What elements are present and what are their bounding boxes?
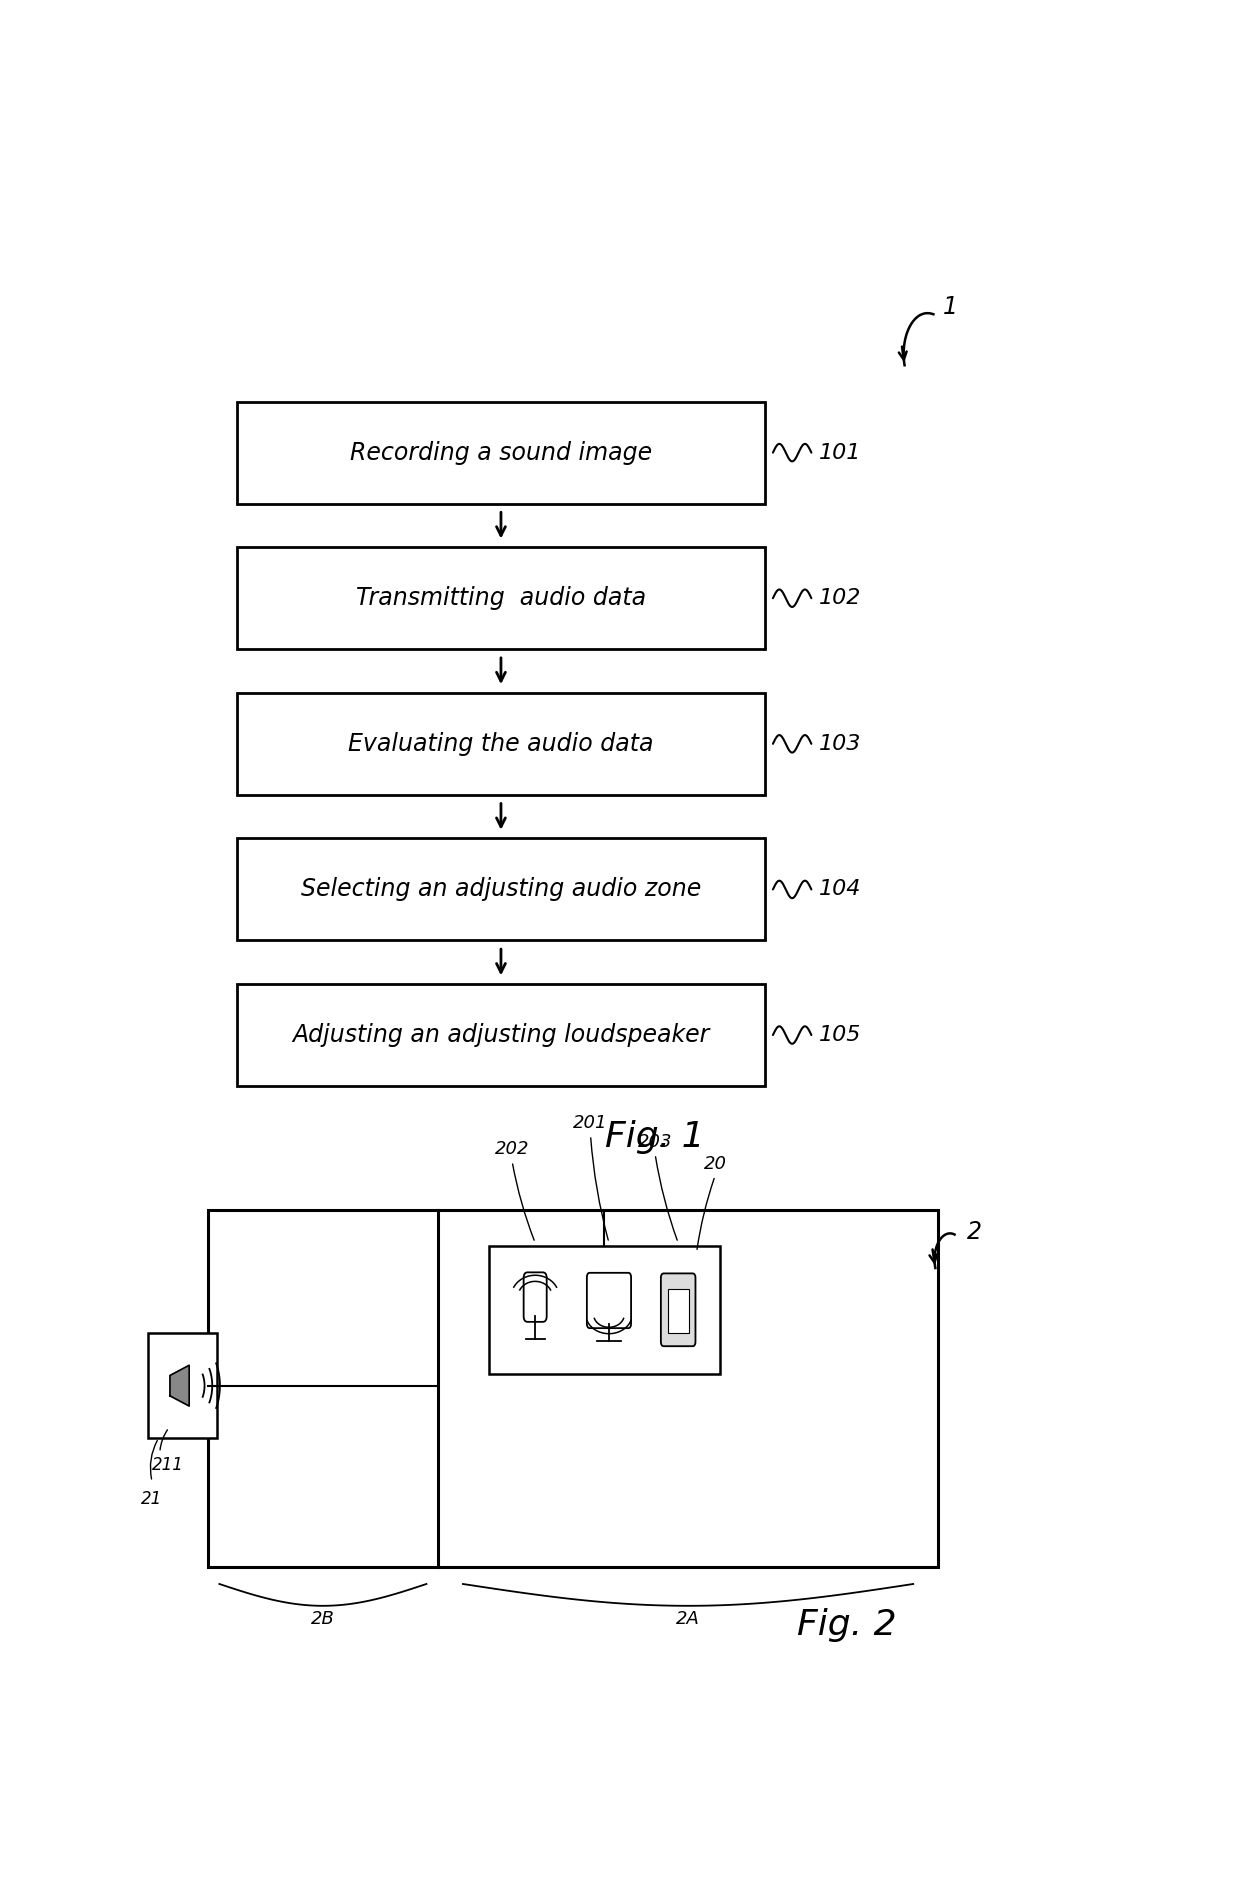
Text: 2: 2 (967, 1220, 982, 1244)
FancyBboxPatch shape (237, 401, 765, 503)
Text: 21: 21 (140, 1490, 162, 1509)
Text: 2B: 2B (311, 1611, 335, 1628)
Text: Adjusting an adjusting loudspeaker: Adjusting an adjusting loudspeaker (293, 1023, 709, 1048)
Text: 1: 1 (942, 295, 959, 320)
Text: Transmitting  audio data: Transmitting audio data (356, 586, 646, 611)
Text: Fig. 1: Fig. 1 (605, 1119, 704, 1154)
FancyBboxPatch shape (149, 1333, 217, 1437)
FancyBboxPatch shape (587, 1273, 631, 1327)
FancyBboxPatch shape (208, 1210, 939, 1566)
Text: 20: 20 (703, 1155, 727, 1172)
FancyBboxPatch shape (237, 692, 765, 794)
Text: 102: 102 (820, 588, 862, 609)
Text: 211: 211 (153, 1456, 184, 1473)
FancyBboxPatch shape (237, 838, 765, 940)
FancyBboxPatch shape (523, 1273, 547, 1322)
Text: Fig. 2: Fig. 2 (797, 1607, 897, 1641)
FancyBboxPatch shape (237, 983, 765, 1085)
Text: Evaluating the audio data: Evaluating the audio data (348, 732, 653, 756)
Text: 104: 104 (820, 879, 862, 900)
FancyBboxPatch shape (489, 1246, 719, 1375)
Text: Recording a sound image: Recording a sound image (350, 441, 652, 465)
Text: 103: 103 (820, 734, 862, 755)
Text: Selecting an adjusting audio zone: Selecting an adjusting audio zone (301, 877, 701, 902)
FancyBboxPatch shape (667, 1290, 688, 1333)
Text: 201: 201 (573, 1114, 608, 1133)
Text: 105: 105 (820, 1025, 862, 1046)
FancyBboxPatch shape (661, 1273, 696, 1346)
Text: 2A: 2A (676, 1611, 701, 1628)
FancyBboxPatch shape (237, 546, 765, 649)
Text: 202: 202 (495, 1140, 529, 1159)
Text: 101: 101 (820, 442, 862, 463)
Text: 203: 203 (637, 1133, 672, 1152)
Polygon shape (170, 1365, 190, 1407)
